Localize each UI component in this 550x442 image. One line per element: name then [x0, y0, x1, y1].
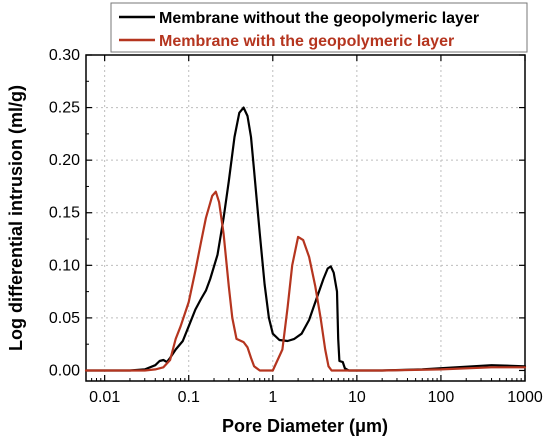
y-axis-title: Log differential intrusion (ml/g): [6, 85, 26, 351]
x-tick-label: 0.1: [178, 389, 200, 406]
x-tick-label: 1000: [507, 389, 543, 406]
y-tick-label: 0.20: [49, 152, 80, 169]
x-tick-label: 10: [348, 389, 366, 406]
series-line-1: [84, 106, 527, 372]
legend-box: [110, 2, 528, 53]
y-tick-label: 0.30: [49, 47, 80, 64]
x-tick-label: 0.01: [89, 389, 120, 406]
y-tick-label: 0.15: [49, 205, 80, 222]
legend-label-series-2: Membrane with the geopolymeric layer: [159, 33, 454, 50]
legend-label-series-1: Membrane without the geopolymeric layer: [159, 10, 479, 27]
legend: Membrane without the geopolymeric layer …: [110, 2, 528, 53]
y-tick-label: 0.10: [49, 257, 80, 274]
series-lines: [84, 106, 527, 372]
series-line-2: [84, 190, 527, 372]
x-tick-label: 1: [268, 389, 277, 406]
y-tick-label: 0.25: [49, 100, 80, 117]
x-axis-title: Pore Diameter (μm): [222, 416, 388, 436]
y-tick-label: 0.00: [49, 362, 80, 379]
grid-lines: [86, 55, 525, 381]
x-tick-label: 100: [428, 389, 455, 406]
plot-frame: [85, 54, 526, 382]
y-tick-label: 0.05: [49, 310, 80, 327]
axis-ticks: 0.00 0.05 0.10 0.15 0.20 0.25 0.30 0.01 0.1 1 10 10…: [49, 47, 543, 406]
